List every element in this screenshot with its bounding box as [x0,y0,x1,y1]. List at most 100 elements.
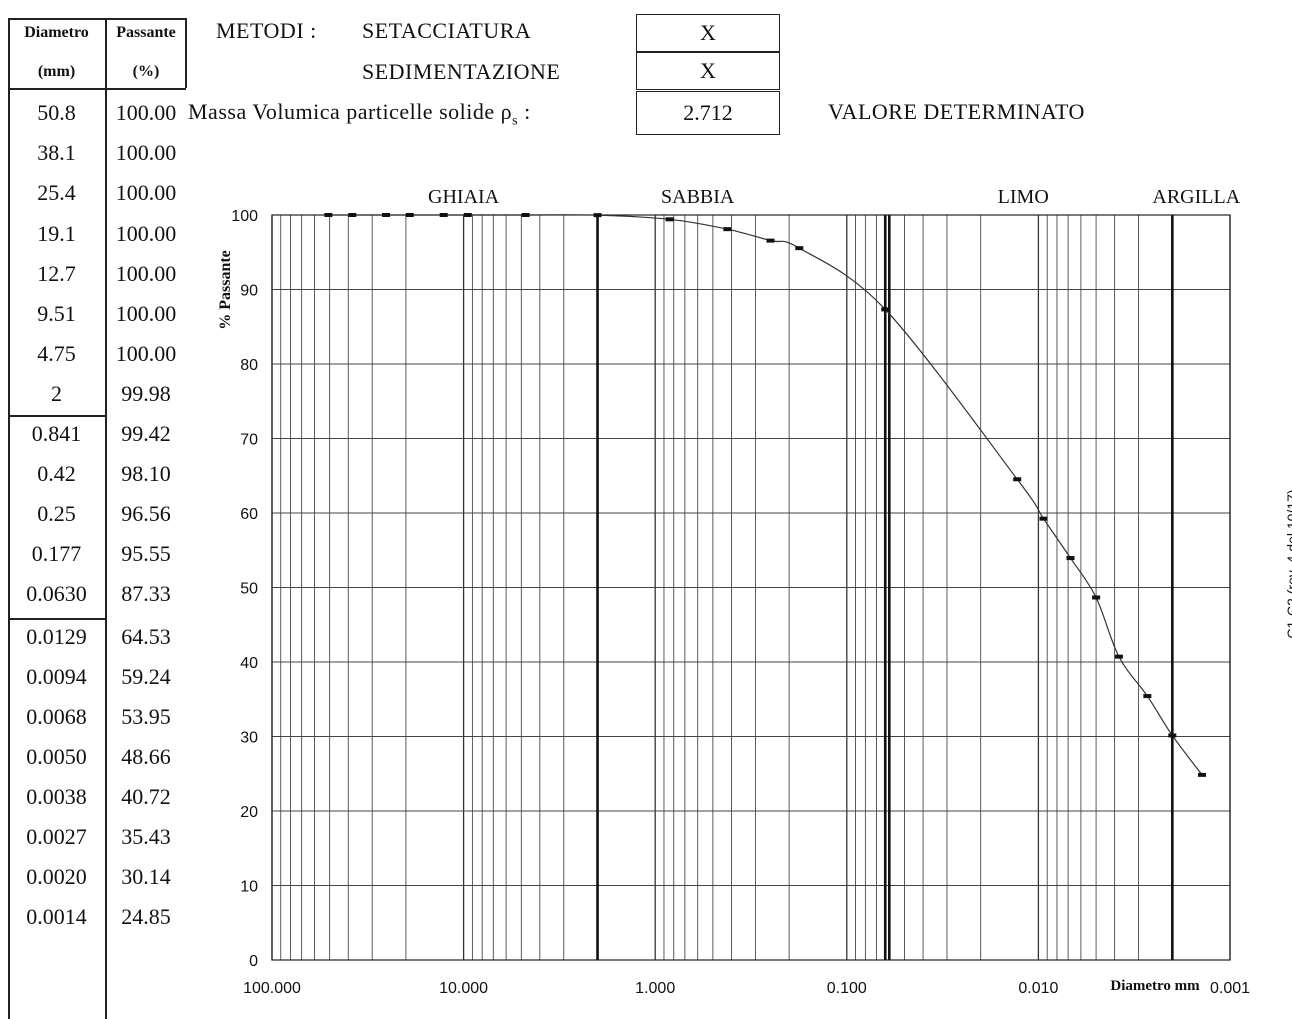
x-tick-label: 100.000 [243,980,301,997]
y-tick-label: 100 [231,208,258,225]
data-point [463,213,472,217]
table-cell-diametro: 0.25 [37,501,76,526]
table-cell-passante: 24.85 [121,904,171,929]
table-cell-diametro: 9.51 [37,301,76,326]
zone-label: GHIAIA [428,186,500,208]
data-point [348,213,357,217]
table-cell-passante: 99.42 [121,421,171,446]
table-cell-diametro: 0.177 [31,541,82,566]
table-cell-diametro: 0.0630 [26,581,87,606]
table-sand-divider [8,618,106,620]
table-cell-diametro: 0.0129 [26,624,87,649]
y-axis-label: % Passante [217,250,234,330]
zone-label: LIMO [998,186,1049,208]
density-label: Massa Volumica particelle solide ρs : [188,99,531,129]
table-cell-passante: 98.10 [121,461,171,486]
x-tick-label: 10.000 [439,980,488,997]
y-tick-label: 10 [240,879,258,896]
table-left-border [8,18,10,1019]
data-point [439,213,448,217]
grading-curve [328,214,1203,776]
x-tick-label: 0.001 [1210,980,1250,997]
header-passante-unit: (%) [132,63,160,80]
data-point [593,213,602,218]
data-table: Diametro (mm) Passante (%) 50.8 100.00 38.… [8,0,188,1019]
table-cell-passante: 100.00 [115,341,177,366]
table-cell-passante: 30.14 [121,864,171,889]
x-tick-label: 1.000 [635,980,675,997]
table-cell-passante: 100.00 [115,140,177,165]
density-subscript: s [512,113,519,129]
table-cell-diametro: 0.42 [37,461,76,486]
data-point [723,227,732,232]
data-point [1066,556,1075,561]
data-point [1168,733,1177,738]
table-cell-diametro: 25.4 [37,180,76,205]
y-tick-label: 90 [240,283,258,300]
table-cell-passante: 48.66 [121,744,171,769]
data-point [881,307,890,312]
table-cell-passante: 100.00 [115,301,177,326]
methods-label: METODI : [216,18,317,43]
table-cell-passante: 53.95 [121,704,171,729]
y-tick-label: 70 [240,432,258,449]
data-point [1039,516,1048,521]
y-tick-label: 80 [240,357,258,374]
data-point [1114,654,1123,659]
x-axis-label: Diametro mm [1110,978,1200,994]
table-cell-passante: 99.98 [121,381,171,406]
table-cell-diametro: 0.841 [31,421,82,446]
data-point [795,246,804,251]
table-cell-passante: 100.00 [115,180,177,205]
table-column-divider [105,18,107,1019]
table-cell-passante: 100.00 [115,221,177,246]
sedimentazione-checkbox: X [636,52,780,90]
table-cell-diametro: 38.1 [37,140,76,165]
data-point [324,213,333,217]
density-colon: : [518,99,531,124]
x-tick-label: 0.010 [1018,980,1058,997]
table-cell-diametro: 0.0050 [26,744,87,769]
plot-frame [271,214,1231,961]
table-cell-passante: 96.56 [121,501,171,526]
data-point [665,217,674,222]
table-cell-passante: 100.00 [115,261,177,286]
x-tick-label: 0.100 [827,980,867,997]
table-cell-diametro: 0.0068 [26,704,87,729]
density-label-text: Massa Volumica particelle solide ρ [188,99,513,124]
table-cell-diametro: 12.7 [37,261,76,286]
table-cell-diametro: 19.1 [37,221,76,246]
method-setacciatura: SETACCIATURA [362,18,532,43]
table-cell-passante: 59.24 [121,664,171,689]
data-point [1013,477,1022,482]
table-cell-diametro: 50.8 [37,100,76,125]
table-cell-passante: 64.53 [121,624,171,649]
header-passante: Passante [116,24,176,41]
table-cell-passante: 87.33 [121,581,171,606]
table-top-border [8,18,186,20]
table-cell-diametro: 0.0094 [26,664,87,689]
table-right-border [185,18,187,88]
table-cell-diametro: 0.0020 [26,864,87,889]
table-cell-diametro: 0.0038 [26,784,87,809]
data-point [405,213,414,217]
table-header-divider [8,88,186,90]
density-note: VALORE DETERMINATO [828,99,1085,124]
y-tick-label: 60 [240,506,258,523]
y-tick-label: 40 [240,655,258,672]
table-cell-diametro: 0.0014 [26,904,87,929]
table-gravel-divider [8,415,106,417]
zone-label: ARGILLA [1152,186,1240,208]
header-diametro-unit: (mm) [37,63,76,80]
table-cell-passante: 35.43 [121,824,171,849]
zone-label: SABBIA [661,186,735,208]
data-point [1092,595,1101,600]
header-diametro: Diametro [24,24,89,41]
table-cell-diametro: 0.0027 [26,824,87,849]
y-tick-label: 30 [240,730,258,747]
table-cell-diametro: 2 [51,381,62,406]
data-point [1198,772,1207,777]
method-sedimentazione: SEDIMENTAZIONE [362,59,561,84]
table-cell-passante: 95.55 [121,541,171,566]
